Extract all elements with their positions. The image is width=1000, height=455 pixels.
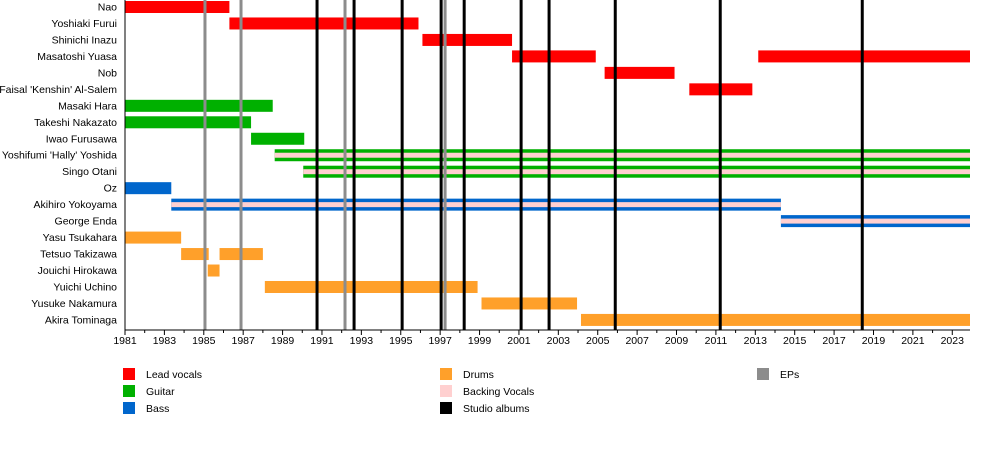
x-tick-label: 2021 — [901, 335, 925, 347]
legend-label: Lead vocals — [146, 369, 202, 381]
ep-line — [443, 0, 447, 330]
backing-vocals-stripe — [303, 169, 970, 175]
studio-album-line — [860, 0, 864, 330]
member-label: Nao — [98, 2, 117, 14]
x-tick-label: 2015 — [783, 335, 807, 347]
backing-vocals-stripe — [171, 202, 781, 208]
member-bar-lead_vocals — [125, 1, 230, 13]
member-label: Faisal 'Kenshin' Al-Salem — [0, 84, 117, 96]
member-label: Masaki Hara — [58, 100, 117, 112]
member-label: Akira Tominaga — [45, 314, 117, 326]
member-label: Nob — [98, 67, 117, 79]
backing-vocals-stripe — [274, 152, 970, 158]
legend-label: Backing Vocals — [463, 386, 534, 398]
member-bar-lead_vocals — [604, 66, 675, 79]
legend-swatch-bass — [123, 402, 135, 414]
member-label: Tetsuo Takizawa — [40, 249, 117, 261]
member-label: Akihiro Yokoyama — [34, 199, 118, 211]
legend-label: Drums — [463, 369, 494, 381]
x-tick-label: 2005 — [586, 335, 610, 347]
legend-swatch-backing_vocals — [440, 385, 452, 397]
member-bar-drums — [125, 231, 182, 244]
x-tick-label: 1981 — [113, 335, 137, 347]
member-label: Singo Otani — [62, 166, 117, 178]
x-tick-label: 1991 — [310, 335, 334, 347]
member-label: Yoshiaki Furui — [51, 18, 117, 30]
legend-label: Bass — [146, 403, 169, 415]
member-label: Yusuke Nakamura — [31, 298, 117, 310]
ep-line — [343, 0, 347, 330]
ep-line — [203, 0, 207, 330]
member-label: Takeshi Nakazato — [34, 117, 117, 129]
member-bar-guitar — [251, 132, 305, 145]
legend-label: Guitar — [146, 386, 175, 398]
x-tick-label: 2011 — [705, 335, 728, 347]
x-tick-label: 1995 — [389, 335, 413, 347]
studio-album-line — [519, 0, 523, 330]
x-tick-label: 2007 — [625, 335, 649, 347]
member-label: Oz — [104, 183, 117, 195]
backing-vocals-stripe — [780, 218, 970, 224]
studio-album-line — [400, 0, 404, 330]
member-label: Shinichi Inazu — [52, 34, 118, 46]
member-bar-drums — [181, 248, 209, 261]
x-tick-label: 2017 — [822, 335, 846, 347]
legend-swatch-lead_vocals — [123, 368, 135, 380]
x-tick-label: 1985 — [192, 335, 216, 347]
member-bar-lead_vocals — [229, 17, 419, 30]
member-label: Yoshifumi 'Hally' Yoshida — [2, 150, 117, 162]
legend-label: Studio albums — [463, 403, 530, 415]
studio-album-line — [315, 0, 319, 330]
legend-label: EPs — [780, 369, 799, 381]
x-tick-label: 2023 — [941, 335, 965, 347]
studio-album-line — [613, 0, 617, 330]
x-tick-label: 1987 — [232, 335, 256, 347]
x-tick-label: 1983 — [153, 335, 177, 347]
member-bar-lead_vocals — [758, 50, 970, 63]
member-bar-lead_vocals — [512, 50, 596, 63]
ep-line — [239, 0, 243, 330]
member-bar-drums — [481, 297, 578, 310]
member-label: Yasu Tsukahara — [43, 232, 117, 244]
x-tick-label: 1999 — [468, 335, 492, 347]
member-bar-drums — [207, 264, 220, 277]
member-bar-guitar — [125, 116, 252, 129]
x-tick-label: 1993 — [350, 335, 374, 347]
member-label: Masatoshi Yuasa — [37, 51, 117, 63]
legend-swatch-eps — [757, 368, 769, 380]
x-tick-label: 1989 — [271, 335, 295, 347]
x-tick-label: 2003 — [547, 335, 571, 347]
member-label: Iwao Furusawa — [46, 133, 117, 145]
member-bar-drums — [580, 313, 970, 326]
studio-album-line — [547, 0, 551, 330]
legend-swatch-guitar — [123, 385, 135, 397]
member-bar-lead_vocals — [422, 33, 513, 46]
x-tick-label: 2009 — [665, 335, 689, 347]
member-bar-bass — [125, 182, 172, 195]
x-tick-label: 2019 — [862, 335, 886, 347]
member-label: George Enda — [55, 216, 118, 228]
legend-swatch-drums — [440, 368, 452, 380]
member-label: Jouichi Hirokawa — [38, 265, 118, 277]
legend-swatch-studio_albums — [440, 402, 452, 414]
member-bar-guitar — [125, 99, 273, 112]
studio-album-line — [718, 0, 722, 330]
member-label: Yuichi Uchino — [53, 281, 117, 293]
studio-album-line — [462, 0, 466, 330]
x-tick-label: 2001 — [507, 335, 531, 347]
x-tick-label: 2013 — [744, 335, 768, 347]
studio-album-line — [439, 0, 443, 330]
x-tick-label: 1997 — [428, 335, 452, 347]
studio-album-line — [352, 0, 356, 330]
